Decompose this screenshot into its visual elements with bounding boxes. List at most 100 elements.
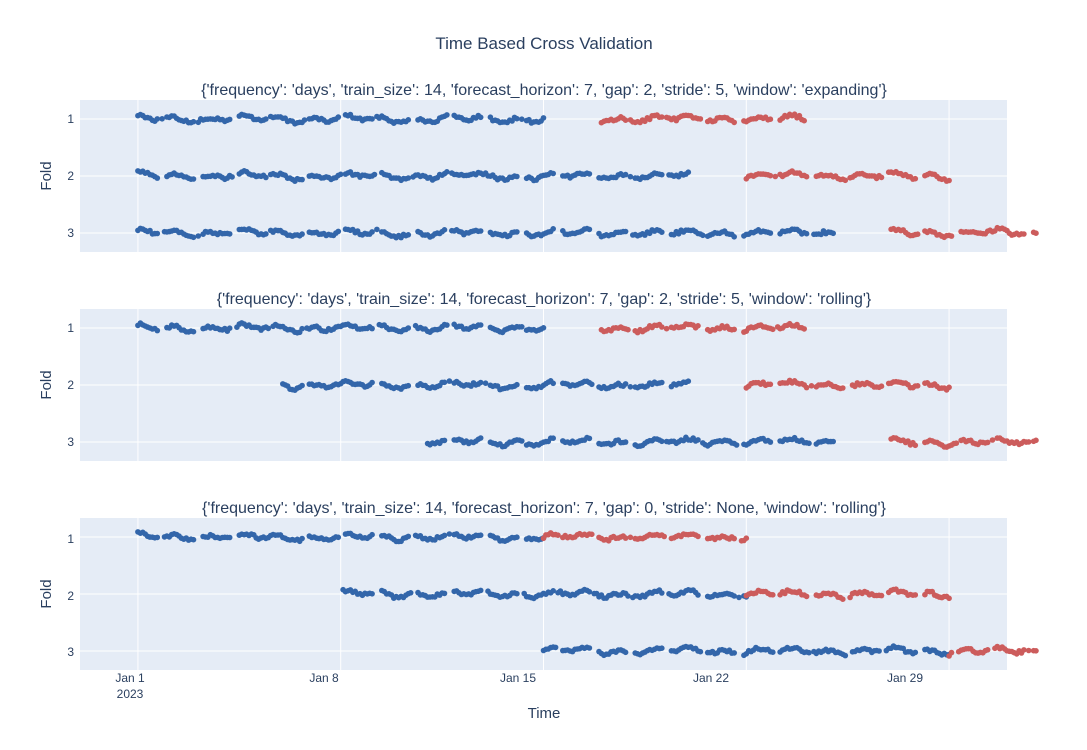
test-point xyxy=(914,383,921,389)
train-point xyxy=(299,176,305,183)
x-tick-label: Jan 22 xyxy=(693,671,729,685)
train-point xyxy=(482,380,489,387)
y-tick-label: 1 xyxy=(67,321,74,335)
train-point xyxy=(407,590,414,596)
y-tick-label: 3 xyxy=(67,226,74,240)
test-point xyxy=(842,177,849,184)
test-point xyxy=(984,439,991,446)
test-point xyxy=(1021,647,1027,653)
y-tick-label: 2 xyxy=(67,589,74,603)
train-point xyxy=(477,587,484,594)
train-point xyxy=(550,435,556,442)
train-point xyxy=(770,649,776,655)
y-tick-label: 1 xyxy=(67,532,74,546)
train-point xyxy=(685,378,692,385)
subplot-3-y-axis-title: Fold xyxy=(38,579,55,608)
subplot-2-y-axis-title: Fold xyxy=(38,370,55,399)
subplot-1-y-ticks: 1 2 3 xyxy=(67,112,74,240)
train-point xyxy=(589,381,595,388)
subplot-3-title: {'frequency': 'days', 'train_size': 14, … xyxy=(202,500,887,517)
test-point xyxy=(731,326,737,333)
train-point xyxy=(299,382,305,389)
train-point xyxy=(519,324,525,330)
train-point xyxy=(195,233,202,239)
train-point xyxy=(550,380,556,387)
train-point xyxy=(190,234,197,241)
train-point xyxy=(477,435,484,441)
train-point xyxy=(622,171,629,178)
test-point xyxy=(914,231,921,237)
test-point xyxy=(625,326,631,333)
train-point xyxy=(337,171,344,178)
x-axis: Jan 1 2023 Jan 8 Jan 15 Jan 22 Jan 29 Ti… xyxy=(115,671,923,722)
train-point xyxy=(830,230,836,237)
train-point xyxy=(159,116,165,122)
train-point xyxy=(405,325,412,331)
train-point xyxy=(444,169,450,175)
train-point xyxy=(806,649,812,656)
test-point xyxy=(659,324,665,330)
test-point xyxy=(803,384,810,391)
train-point xyxy=(374,226,380,233)
test-point xyxy=(1021,231,1027,237)
train-point xyxy=(190,118,197,125)
train-point xyxy=(767,439,774,445)
subplot-2-y-ticks: 1 2 3 xyxy=(67,321,74,449)
y-tick-label: 2 xyxy=(67,378,74,392)
train-point xyxy=(263,116,269,122)
x-tick-label: Jan 15 xyxy=(500,671,536,685)
test-point xyxy=(946,177,952,184)
x-tick-label: Jan 1 xyxy=(115,671,145,685)
train-point xyxy=(540,115,547,121)
train-point xyxy=(405,382,412,389)
test-point xyxy=(770,592,776,598)
train-point xyxy=(154,175,161,181)
train-point xyxy=(190,328,197,335)
test-point xyxy=(627,534,634,541)
train-point xyxy=(659,379,665,386)
train-point xyxy=(154,327,161,334)
train-point xyxy=(477,228,484,234)
train-point xyxy=(226,231,233,237)
test-point xyxy=(1025,439,1032,445)
x-tick-year: 2023 xyxy=(117,687,144,701)
test-point xyxy=(661,533,667,540)
test-point xyxy=(695,533,701,540)
test-point xyxy=(946,595,952,602)
x-tick-label: Jan 29 xyxy=(887,671,923,685)
train-point xyxy=(444,112,450,118)
subplot-3-points xyxy=(135,529,1039,659)
test-point xyxy=(697,116,704,122)
train-point xyxy=(154,230,161,237)
train-point xyxy=(622,228,629,235)
train-point xyxy=(736,594,742,601)
train-point xyxy=(586,226,593,233)
test-point xyxy=(984,647,991,653)
test-point xyxy=(803,593,810,600)
test-point xyxy=(770,326,776,333)
x-tick-label: Jan 8 xyxy=(309,671,339,685)
train-point xyxy=(514,173,520,180)
train-point xyxy=(659,590,665,596)
train-point xyxy=(477,532,484,538)
train-point xyxy=(586,589,593,595)
train-point xyxy=(912,649,919,656)
train-point xyxy=(514,115,520,122)
train-point xyxy=(550,226,556,232)
train-point xyxy=(876,648,882,654)
test-point xyxy=(589,531,595,538)
train-point xyxy=(405,175,412,181)
test-point xyxy=(912,175,919,182)
test-point xyxy=(1033,437,1039,444)
train-point xyxy=(842,652,849,659)
train-point xyxy=(685,169,692,175)
test-point xyxy=(801,117,807,124)
train-point xyxy=(731,650,737,656)
train-point xyxy=(299,231,305,237)
x-axis-title: Time xyxy=(528,705,561,722)
train-point xyxy=(514,381,520,388)
test-point xyxy=(803,173,810,180)
train-point xyxy=(190,536,197,543)
test-point xyxy=(1033,648,1039,654)
